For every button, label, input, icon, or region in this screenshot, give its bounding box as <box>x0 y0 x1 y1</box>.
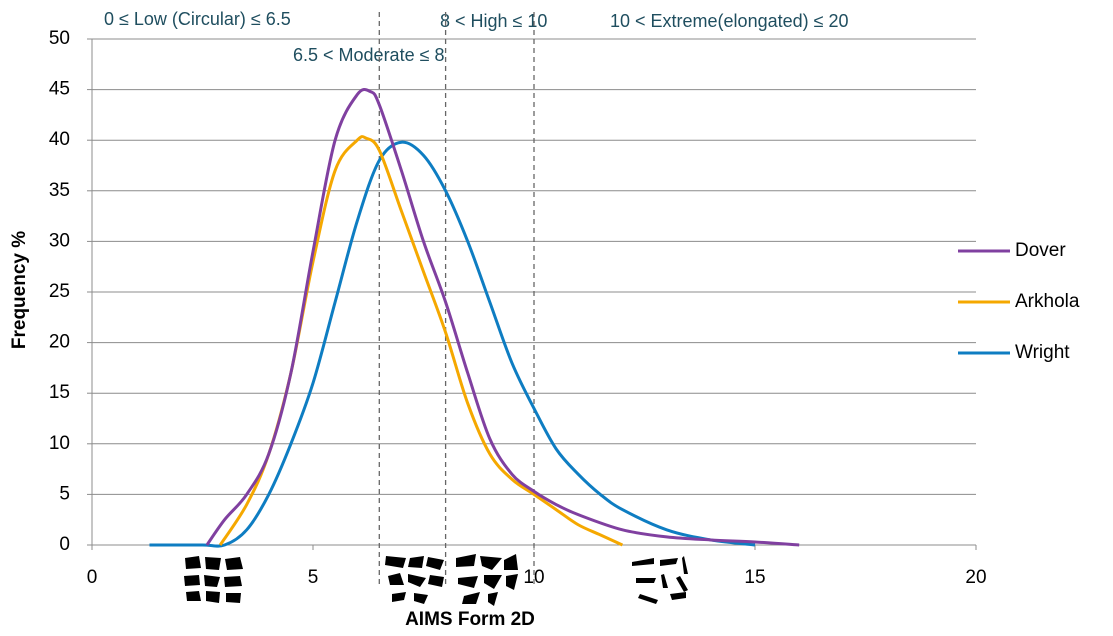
x-tick-label: 10 <box>523 567 544 588</box>
high-shapes <box>456 554 518 606</box>
extreme-shapes <box>632 556 688 604</box>
legend-label: Arkhola <box>1015 291 1080 312</box>
particle-images <box>184 554 688 606</box>
legend-label: Dover <box>1015 240 1066 261</box>
y-tick-label: 0 <box>59 534 70 555</box>
series-line <box>205 87 800 547</box>
x-tick-label: 0 <box>87 567 98 588</box>
y-tick-label: 25 <box>49 281 70 302</box>
y-axis-title: Frequency % <box>9 231 30 349</box>
y-tick-label: 50 <box>49 28 70 49</box>
x-tick-label: 15 <box>744 567 765 588</box>
annotation: 6.5 < Moderate ≤ 8 <box>293 45 444 65</box>
x-tick-label: 5 <box>308 567 319 588</box>
series-line <box>149 140 756 548</box>
moderate-shapes <box>385 556 444 604</box>
annotation: 8 < High ≤ 10 <box>440 11 547 31</box>
y-tick-label: 20 <box>49 332 70 353</box>
y-tick-label: 40 <box>49 129 70 150</box>
x-axis-title: AIMS Form 2D <box>405 609 535 630</box>
y-tick-label: 10 <box>49 433 70 454</box>
annotation: 0 ≤ Low (Circular) ≤ 6.5 <box>104 9 291 29</box>
y-tick-label: 15 <box>49 382 70 403</box>
legend-label: Wright <box>1015 342 1070 363</box>
y-tick-label: 35 <box>49 180 70 201</box>
y-tick-label: 30 <box>49 230 70 251</box>
low-shapes <box>184 556 243 603</box>
y-tick-label: 45 <box>49 79 70 100</box>
y-tick-label: 5 <box>59 483 70 504</box>
x-tick-label: 20 <box>965 567 986 588</box>
series-line <box>218 135 624 547</box>
annotation: 10 < Extreme(elongated) ≤ 20 <box>610 11 849 31</box>
